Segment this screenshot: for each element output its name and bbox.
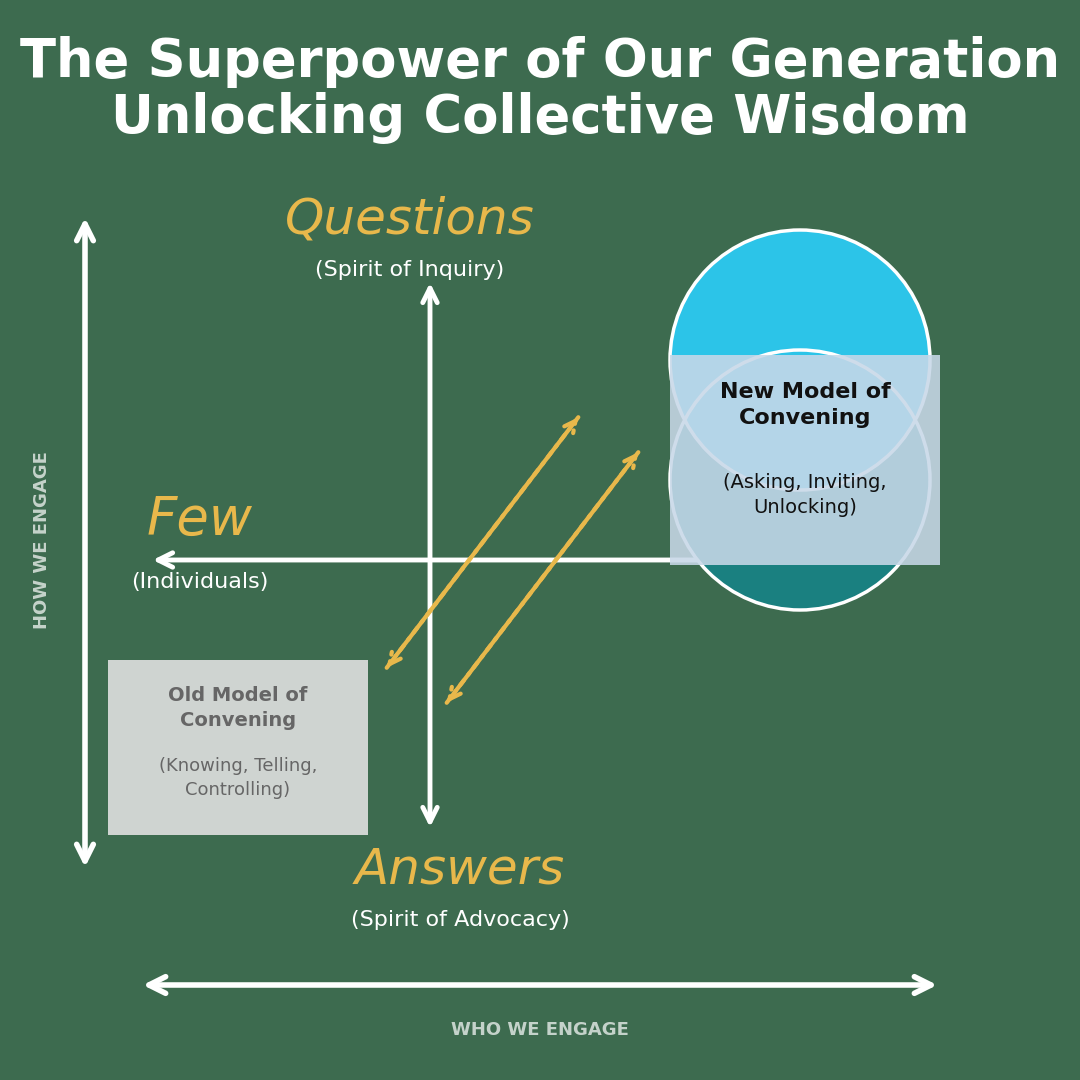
Text: Answers: Answers xyxy=(355,846,565,894)
FancyBboxPatch shape xyxy=(670,355,940,565)
Text: (Spirit of Advocacy): (Spirit of Advocacy) xyxy=(351,910,569,930)
Text: Old Model of
Convening: Old Model of Convening xyxy=(168,686,308,730)
Text: New Model of
Convening: New Model of Convening xyxy=(719,382,890,428)
Text: (Spirit of Inquiry): (Spirit of Inquiry) xyxy=(315,260,504,280)
Text: (Individuals): (Individuals) xyxy=(132,572,269,592)
Text: WHO WE ENGAGE: WHO WE ENGAGE xyxy=(451,1021,629,1039)
Text: (Asking, Inviting,
Unlocking): (Asking, Inviting, Unlocking) xyxy=(724,473,887,516)
Text: Questions: Questions xyxy=(285,195,535,244)
Circle shape xyxy=(670,230,930,490)
Text: HOW WE ENGAGE: HOW WE ENGAGE xyxy=(33,451,51,629)
Text: Few: Few xyxy=(147,494,253,546)
Text: (System): (System) xyxy=(770,572,870,592)
Circle shape xyxy=(670,350,930,610)
Text: The Superpower of Our Generation: The Superpower of Our Generation xyxy=(19,36,1061,87)
Text: Many: Many xyxy=(741,491,899,549)
Text: Unlocking Collective Wisdom: Unlocking Collective Wisdom xyxy=(110,92,970,144)
FancyBboxPatch shape xyxy=(108,660,368,835)
Text: (Knowing, Telling,
Controlling): (Knowing, Telling, Controlling) xyxy=(159,757,318,799)
